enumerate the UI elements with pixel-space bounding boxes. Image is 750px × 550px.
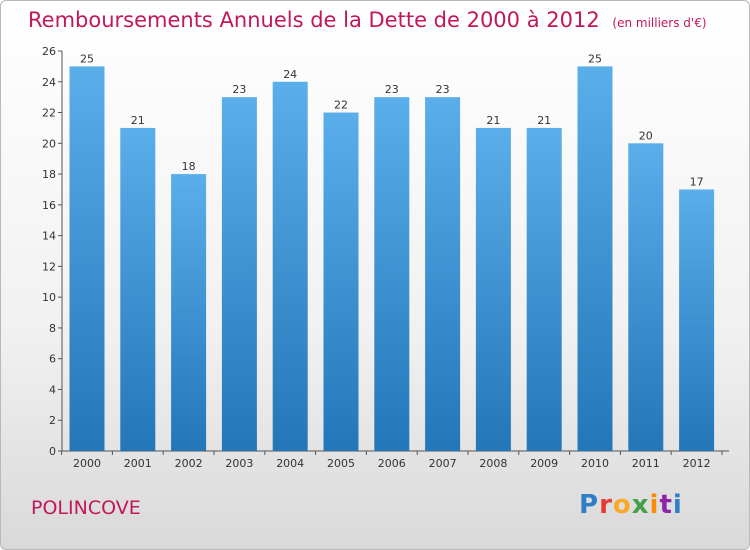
chart-title-text: Remboursements Annuels de la Dette de 20… [28,8,600,32]
data-label-2004: 24 [283,68,297,81]
data-label-2011: 20 [639,129,653,142]
x-tick-label-2010: 2010 [581,457,609,470]
data-label-2005: 22 [334,99,348,112]
x-tick-label-2011: 2011 [632,457,660,470]
y-tick-label: 4 [49,383,56,396]
data-label-2006: 23 [385,83,399,96]
chart-title: Remboursements Annuels de la Dette de 20… [28,8,707,32]
y-tick-label: 10 [42,291,56,304]
bar-2012 [679,189,715,451]
y-tick-label: 14 [42,230,56,243]
x-tick-label-2007: 2007 [429,457,457,470]
data-label-2008: 21 [486,114,500,127]
x-tick-label-2001: 2001 [124,457,152,470]
y-tick-label: 8 [49,322,56,335]
logo-letter: i [649,490,660,520]
bar-2003 [221,97,257,452]
x-tick-label-2008: 2008 [479,457,507,470]
data-label-2007: 23 [436,83,450,96]
data-label-2010: 25 [588,52,602,65]
y-tick-label: 24 [42,76,56,89]
x-tick-label-2003: 2003 [225,457,253,470]
bar-2004 [272,81,308,452]
logo-letter: i [672,490,683,520]
bar-2010 [577,66,613,451]
y-tick-label: 22 [42,107,56,120]
data-label-2000: 25 [80,52,94,65]
logo-letter: x [631,490,650,520]
data-label-2012: 17 [690,175,704,188]
x-tick-label-2009: 2009 [530,457,558,470]
y-tick-label: 0 [49,445,56,458]
x-tick-label-2000: 2000 [73,457,101,470]
bar-2005 [323,112,359,452]
data-label-2002: 18 [182,160,196,173]
x-tick-label-2012: 2012 [683,457,711,470]
chart-unit: (en milliers d'€) [612,16,707,30]
bar-2011 [628,143,664,452]
x-tick-label-2002: 2002 [175,457,203,470]
data-label-2003: 23 [232,83,246,96]
logo-letter: P [579,490,600,520]
y-tick-label: 20 [42,137,56,150]
y-tick-label: 6 [49,353,56,366]
bar-2007 [425,97,461,452]
commune-name: POLINCOVE [31,497,141,519]
logo-letter: r [599,490,613,520]
logo-letter: t [659,490,673,520]
bar-2008 [475,127,511,451]
bars [69,66,715,452]
bar-2000 [69,66,105,451]
x-tick-label-2004: 2004 [276,457,304,470]
bar-2009 [526,127,562,451]
y-tick-label: 18 [42,168,56,181]
bar-2006 [374,97,410,452]
y-tick-label: 26 [42,45,56,58]
y-tick-label: 2 [49,414,56,427]
logo-letter: o [612,490,632,520]
x-tick-label-2006: 2006 [378,457,406,470]
bar-2001 [120,127,156,451]
data-label-2001: 21 [131,114,145,127]
proxiti-logo: Proxiti [579,490,683,520]
y-tick-label: 12 [42,260,56,273]
x-tick-label-2005: 2005 [327,457,355,470]
data-labels: 25 21 18 23 24 22 23 23 21 21 25 20 17 [80,52,704,188]
data-label-2009: 21 [537,114,551,127]
y-tick-label: 16 [42,199,56,212]
bar-2002 [171,174,207,452]
